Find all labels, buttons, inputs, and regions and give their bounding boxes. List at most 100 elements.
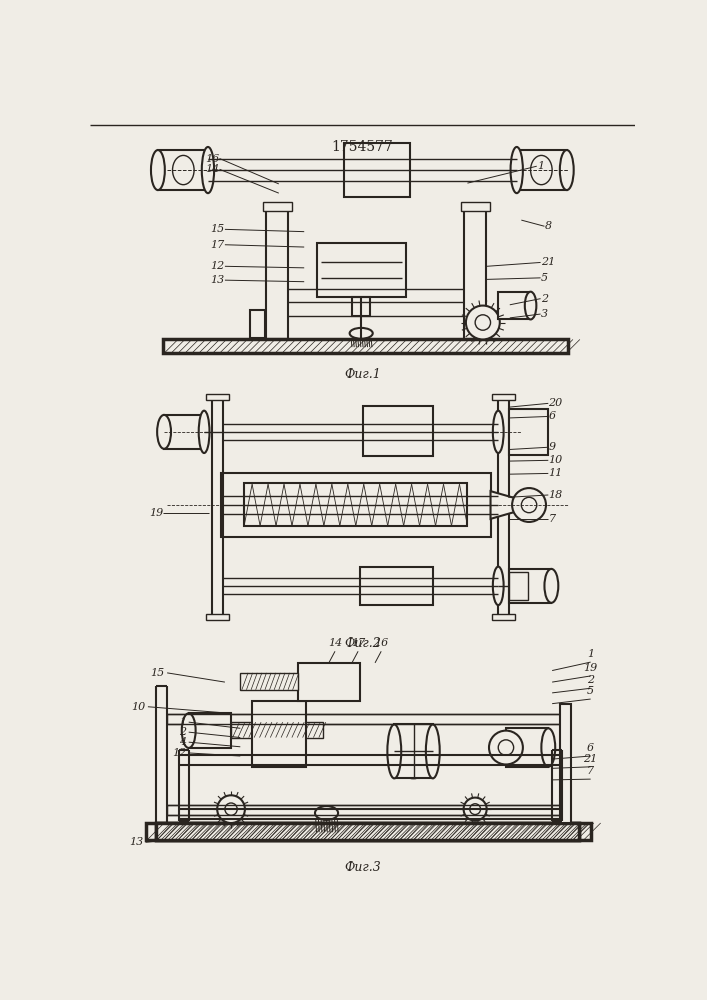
Text: 18: 18 (549, 490, 563, 500)
Bar (460, 202, 490, 211)
Text: 2: 2 (180, 727, 187, 737)
Text: Фиг.1: Фиг.1 (344, 368, 381, 381)
Bar (498, 397, 509, 617)
Circle shape (512, 488, 546, 522)
Text: 10: 10 (549, 455, 563, 465)
Circle shape (475, 315, 491, 330)
Bar (317, 243, 406, 297)
Bar (252, 701, 305, 767)
Ellipse shape (493, 411, 503, 453)
Bar (206, 394, 229, 400)
Text: 15: 15 (211, 224, 225, 234)
Bar (509, 572, 528, 600)
Text: 13: 13 (211, 275, 225, 285)
Ellipse shape (560, 150, 573, 190)
Ellipse shape (542, 728, 555, 767)
Text: 16: 16 (205, 153, 219, 163)
Bar (167, 805, 560, 815)
Bar (240, 673, 298, 690)
Text: Фиг.2: Фиг.2 (344, 637, 381, 650)
Bar (517, 150, 567, 190)
Text: 12: 12 (172, 748, 187, 758)
Bar (189, 713, 231, 748)
Ellipse shape (157, 415, 171, 449)
Ellipse shape (182, 713, 196, 748)
Bar (206, 614, 229, 620)
Bar (352, 297, 370, 316)
Text: 17: 17 (351, 638, 366, 648)
Circle shape (498, 740, 514, 755)
Text: 7: 7 (587, 766, 594, 776)
Text: 21: 21 (583, 754, 597, 764)
Text: 9: 9 (549, 442, 556, 452)
Circle shape (225, 803, 238, 815)
Text: 19: 19 (149, 508, 163, 518)
Text: Фиг.3: Фиг.3 (344, 861, 381, 874)
Bar (231, 722, 324, 738)
Text: 14: 14 (205, 164, 219, 174)
Bar (360, 567, 433, 605)
Text: 1754577: 1754577 (332, 140, 394, 154)
Ellipse shape (315, 806, 338, 820)
Ellipse shape (151, 150, 165, 190)
Text: 2: 2 (541, 294, 548, 304)
Text: 12: 12 (211, 261, 225, 271)
Polygon shape (156, 823, 579, 840)
Text: 8: 8 (544, 221, 551, 231)
Text: 21: 21 (541, 257, 555, 267)
Polygon shape (491, 491, 518, 519)
Circle shape (464, 798, 486, 821)
Circle shape (466, 306, 500, 339)
Bar (164, 415, 204, 449)
Bar (163, 339, 568, 353)
Bar (298, 663, 360, 701)
Text: 19: 19 (583, 663, 597, 673)
Bar (509, 409, 547, 455)
Bar (509, 569, 551, 603)
Text: 5: 5 (541, 273, 548, 283)
Circle shape (469, 804, 481, 815)
Bar (395, 724, 433, 778)
Text: 10: 10 (132, 702, 146, 712)
Text: 11: 11 (549, 468, 563, 478)
Bar (158, 150, 208, 190)
Text: 4: 4 (180, 737, 187, 747)
Ellipse shape (395, 724, 433, 778)
Text: 1: 1 (537, 161, 544, 171)
Ellipse shape (510, 147, 523, 193)
Bar (344, 143, 409, 197)
Bar (244, 483, 467, 526)
Ellipse shape (406, 732, 421, 771)
Text: 14: 14 (328, 638, 342, 648)
Bar (250, 310, 265, 338)
Ellipse shape (525, 292, 537, 319)
Ellipse shape (350, 328, 373, 339)
Text: 20: 20 (549, 398, 563, 408)
Text: 1: 1 (587, 649, 594, 659)
Text: 2: 2 (587, 675, 594, 685)
Circle shape (521, 497, 537, 513)
Bar (267, 205, 288, 339)
Circle shape (489, 731, 523, 764)
Bar (363, 406, 433, 456)
Bar (167, 714, 560, 724)
Circle shape (217, 795, 245, 823)
Bar (506, 728, 549, 767)
Ellipse shape (201, 147, 214, 193)
Text: 5: 5 (587, 686, 594, 696)
Ellipse shape (426, 724, 440, 778)
Ellipse shape (544, 569, 559, 603)
Text: 13: 13 (129, 837, 144, 847)
Bar (492, 394, 515, 400)
Text: 15: 15 (151, 668, 165, 678)
Bar (262, 202, 292, 211)
Bar (212, 397, 223, 617)
Text: 16: 16 (374, 638, 388, 648)
Text: 1: 1 (180, 717, 187, 727)
Text: 7: 7 (549, 514, 556, 524)
Bar (498, 292, 530, 319)
Bar (464, 205, 486, 339)
Text: 3: 3 (541, 309, 548, 319)
Bar (492, 614, 515, 620)
Bar (221, 473, 491, 537)
